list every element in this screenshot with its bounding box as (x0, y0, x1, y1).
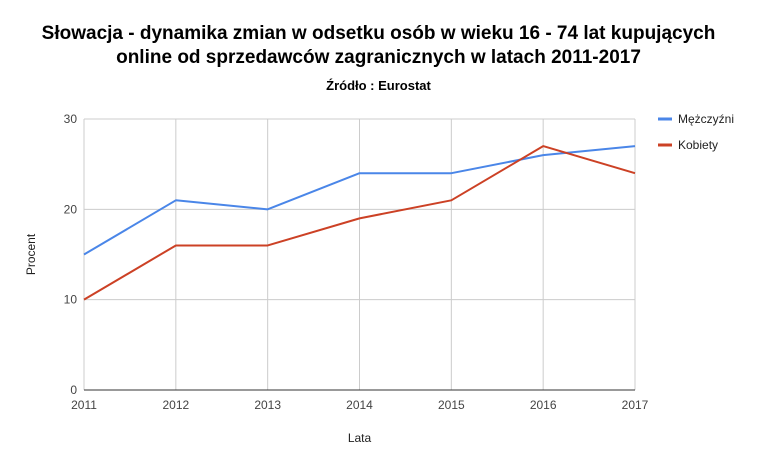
legend-label: Kobiety (678, 138, 718, 152)
x-tick-label: 2016 (530, 398, 557, 412)
chart-title: Słowacja - dynamika zmian w odsetku osób… (0, 22, 757, 70)
x-tick-label: 2017 (622, 398, 649, 412)
x-tick-label: 2015 (438, 398, 465, 412)
chart-title-line-2: online od sprzedawców zagranicznych w la… (116, 47, 641, 68)
x-tick-label: 2014 (346, 398, 373, 412)
x-tick-label: 2013 (254, 398, 281, 412)
series-line (83, 145, 636, 301)
y-axis-title: Procent (24, 233, 38, 275)
y-tick-label: 10 (64, 293, 78, 307)
y-tick-label: 0 (70, 383, 77, 397)
x-tick-label: 2012 (162, 398, 189, 412)
chart-subtitle: Źródło : Eurostat (326, 78, 431, 93)
legend-label: Mężczyźni (678, 112, 734, 126)
y-tick-label: 30 (64, 112, 78, 126)
series-line (83, 145, 636, 256)
x-axis-title: Lata (348, 431, 372, 445)
chart-title-line-1: Słowacja - dynamika zmian w odsetku osób… (41, 23, 716, 44)
y-tick-label: 20 (64, 202, 78, 216)
series-lines (83, 145, 636, 301)
x-tick-label: 2011 (71, 398, 97, 412)
grid (83, 118, 636, 391)
legend: Mężczyźni Kobiety (658, 112, 734, 152)
axis-ticks: 2011 2012 2013 2014 2015 2016 2017 0 10 20 30 (64, 112, 649, 412)
